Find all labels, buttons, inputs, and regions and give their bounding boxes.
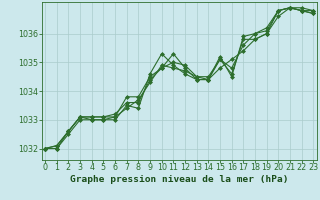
X-axis label: Graphe pression niveau de la mer (hPa): Graphe pression niveau de la mer (hPa) <box>70 175 288 184</box>
